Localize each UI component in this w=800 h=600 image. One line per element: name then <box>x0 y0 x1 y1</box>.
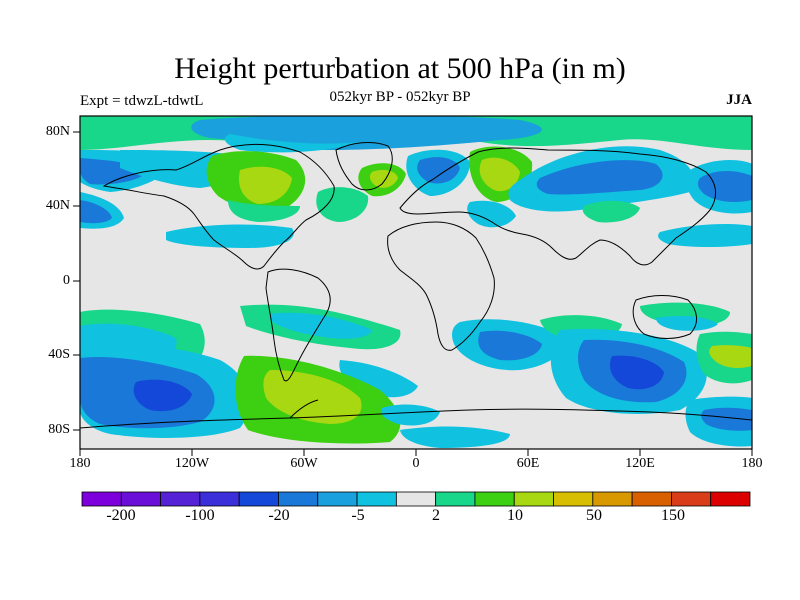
colorbar-label: -100 <box>185 507 215 524</box>
contour-sp-cyan-2 <box>270 312 372 339</box>
lon-label-0: 0 <box>412 456 420 471</box>
contour-carib-cyan <box>166 224 294 248</box>
contour-greenland-lime <box>369 170 398 188</box>
coastline-africa <box>387 221 495 351</box>
colorbar-swatch <box>160 491 201 507</box>
chart-title: Height perturbation at 500 hPa (in m) <box>174 52 626 85</box>
coastline-europe-asia <box>399 147 716 266</box>
colorbar-swatch <box>631 491 672 507</box>
contour-so-lime-east <box>709 345 752 368</box>
coastline-australia <box>632 295 697 339</box>
lat-label-0: 0 <box>63 273 70 288</box>
coastline-greenland <box>335 142 393 191</box>
coastlines <box>80 142 752 429</box>
contour-aus-cyan <box>656 316 718 331</box>
contour-na-lime <box>238 166 292 204</box>
contour-mongolia-green <box>582 200 640 223</box>
colorbar-label: 10 <box>507 507 523 524</box>
colorbar-label: 2 <box>432 507 440 524</box>
colorbar-swatch <box>356 491 397 507</box>
colorbar-swatch <box>710 491 751 507</box>
lon-label-120w: 120W <box>174 456 210 471</box>
contour-sa-lime <box>263 370 362 424</box>
lat-label-40n: 40N <box>45 198 70 213</box>
contour-europe-blue <box>417 157 460 184</box>
ticks <box>73 131 753 456</box>
colorbar-swatch <box>435 491 476 507</box>
field-layer <box>80 116 752 449</box>
lon-label-120e: 120E <box>625 456 655 471</box>
contour-arctic-cyan <box>224 134 360 153</box>
season-label: JJA <box>726 92 752 108</box>
contour-atlantic-green <box>316 187 369 222</box>
colorbar-label: 50 <box>586 507 602 524</box>
lat-label-40s: 40S <box>48 347 70 362</box>
lon-label-60w: 60W <box>290 456 318 471</box>
colorbar-swatch <box>317 491 358 507</box>
lat-label-80n: 80N <box>45 124 70 139</box>
contour-antarctic-cyan <box>400 426 510 448</box>
lat-label-80s: 80S <box>48 422 70 437</box>
contour-caspian-cyan <box>467 200 516 228</box>
colorbar-swatch <box>671 491 712 507</box>
colorbar-swatch <box>278 491 319 507</box>
colorbar-swatch <box>81 491 122 507</box>
contour-nea-cyan <box>120 150 234 188</box>
colorbar-label: -5 <box>351 507 365 524</box>
experiment-label: Expt = tdwzL-tdwtL <box>80 93 204 109</box>
colorbar-swatch <box>513 491 554 507</box>
lon-label-60e: 60E <box>516 456 540 471</box>
colorbar-label: 150 <box>661 507 685 524</box>
contour-siberia-blue <box>536 160 663 195</box>
colorbar-swatch <box>592 491 633 507</box>
chart-subtitle: 052kyr BP - 052kyr BP <box>329 89 471 105</box>
colorbar-swatch <box>395 491 437 507</box>
coastline-north-america <box>102 143 335 270</box>
colorbar <box>81 491 751 507</box>
colorbar-swatch <box>120 491 161 507</box>
lon-label-180e: 180 <box>741 456 763 471</box>
colorbar-label: -200 <box>106 507 136 524</box>
contour-so-deep-blue-west <box>133 379 192 412</box>
contour-na-teal <box>228 200 300 222</box>
colorbar-swatch <box>553 491 594 507</box>
colorbar-swatch <box>474 491 515 507</box>
colorbar-swatch <box>238 491 279 507</box>
contour-so-deep-blue-east <box>609 355 664 390</box>
contour-sa-south-cyan <box>380 404 440 426</box>
colorbar-label: -20 <box>268 507 290 524</box>
contour-nepac-cyan2 <box>658 224 752 247</box>
lon-label-180w: 180 <box>69 456 91 471</box>
coastline-south-america <box>265 268 331 382</box>
contour-so-blue-far-east <box>701 407 752 431</box>
colorbar-swatch <box>199 491 240 507</box>
contour-sia-blue <box>478 330 542 361</box>
contour-scand-lime <box>479 157 520 192</box>
coastline-antarctica <box>80 408 752 429</box>
contour-wpac-blue <box>80 200 112 224</box>
coastline-antarctic-peninsula <box>289 399 319 419</box>
